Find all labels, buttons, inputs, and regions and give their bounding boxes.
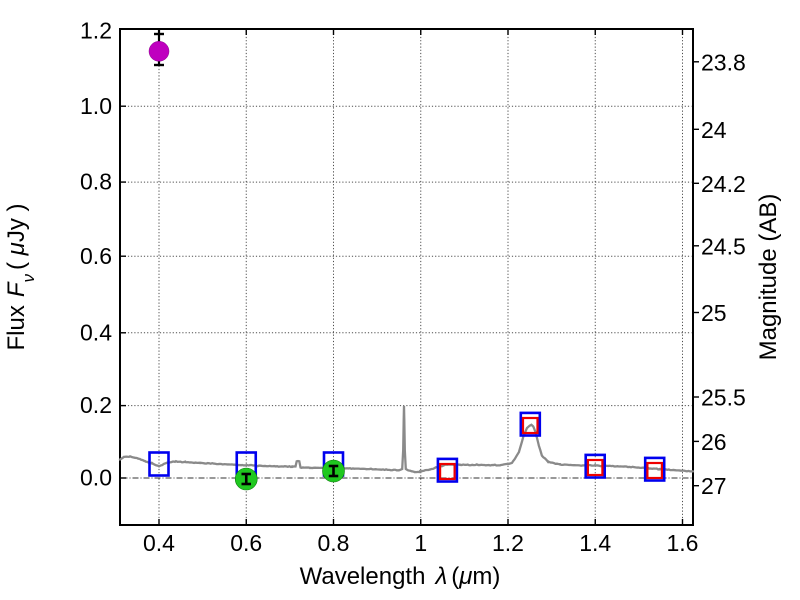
svg-text:24.2: 24.2 [701, 171, 746, 197]
svg-text:24: 24 [701, 117, 727, 143]
svg-text:0.4: 0.4 [143, 530, 175, 556]
svg-text:0.4: 0.4 [80, 319, 112, 345]
svg-text:1.6: 1.6 [667, 530, 699, 556]
svg-text:26: 26 [701, 429, 727, 455]
svg-text:1.2: 1.2 [80, 18, 112, 44]
svg-text:1.0: 1.0 [80, 93, 112, 119]
svg-text:Magnitude (AB): Magnitude (AB) [755, 194, 782, 361]
svg-text:1.4: 1.4 [579, 530, 611, 556]
svg-text:1: 1 [414, 530, 427, 556]
svg-text:0.8: 0.8 [80, 169, 112, 195]
svg-text:0.6: 0.6 [80, 243, 112, 269]
svg-text:23.8: 23.8 [701, 49, 746, 75]
svg-text:24.5: 24.5 [701, 233, 746, 259]
svg-text:27: 27 [701, 473, 727, 499]
svg-text:0.6: 0.6 [230, 530, 262, 556]
svg-text:1.2: 1.2 [492, 530, 524, 556]
svg-text:0.2: 0.2 [80, 392, 112, 418]
svg-text:25.5: 25.5 [701, 385, 746, 411]
svg-text:0.0: 0.0 [80, 465, 112, 491]
svg-text:0.8: 0.8 [318, 530, 350, 556]
svg-text:25: 25 [701, 300, 727, 326]
svg-text:FluxFν( μJy ): FluxFν( μJy ) [3, 203, 38, 350]
